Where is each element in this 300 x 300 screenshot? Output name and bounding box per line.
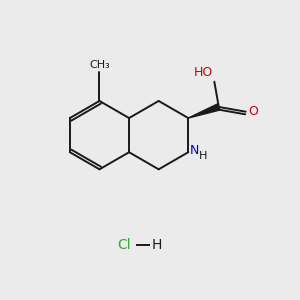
- Text: O: O: [248, 105, 258, 118]
- Polygon shape: [188, 104, 220, 118]
- Text: H: H: [152, 238, 162, 252]
- Text: HO: HO: [194, 66, 213, 79]
- Text: Cl: Cl: [117, 238, 131, 252]
- Text: N: N: [190, 144, 199, 157]
- Text: CH₃: CH₃: [89, 59, 110, 70]
- Text: H: H: [199, 151, 207, 161]
